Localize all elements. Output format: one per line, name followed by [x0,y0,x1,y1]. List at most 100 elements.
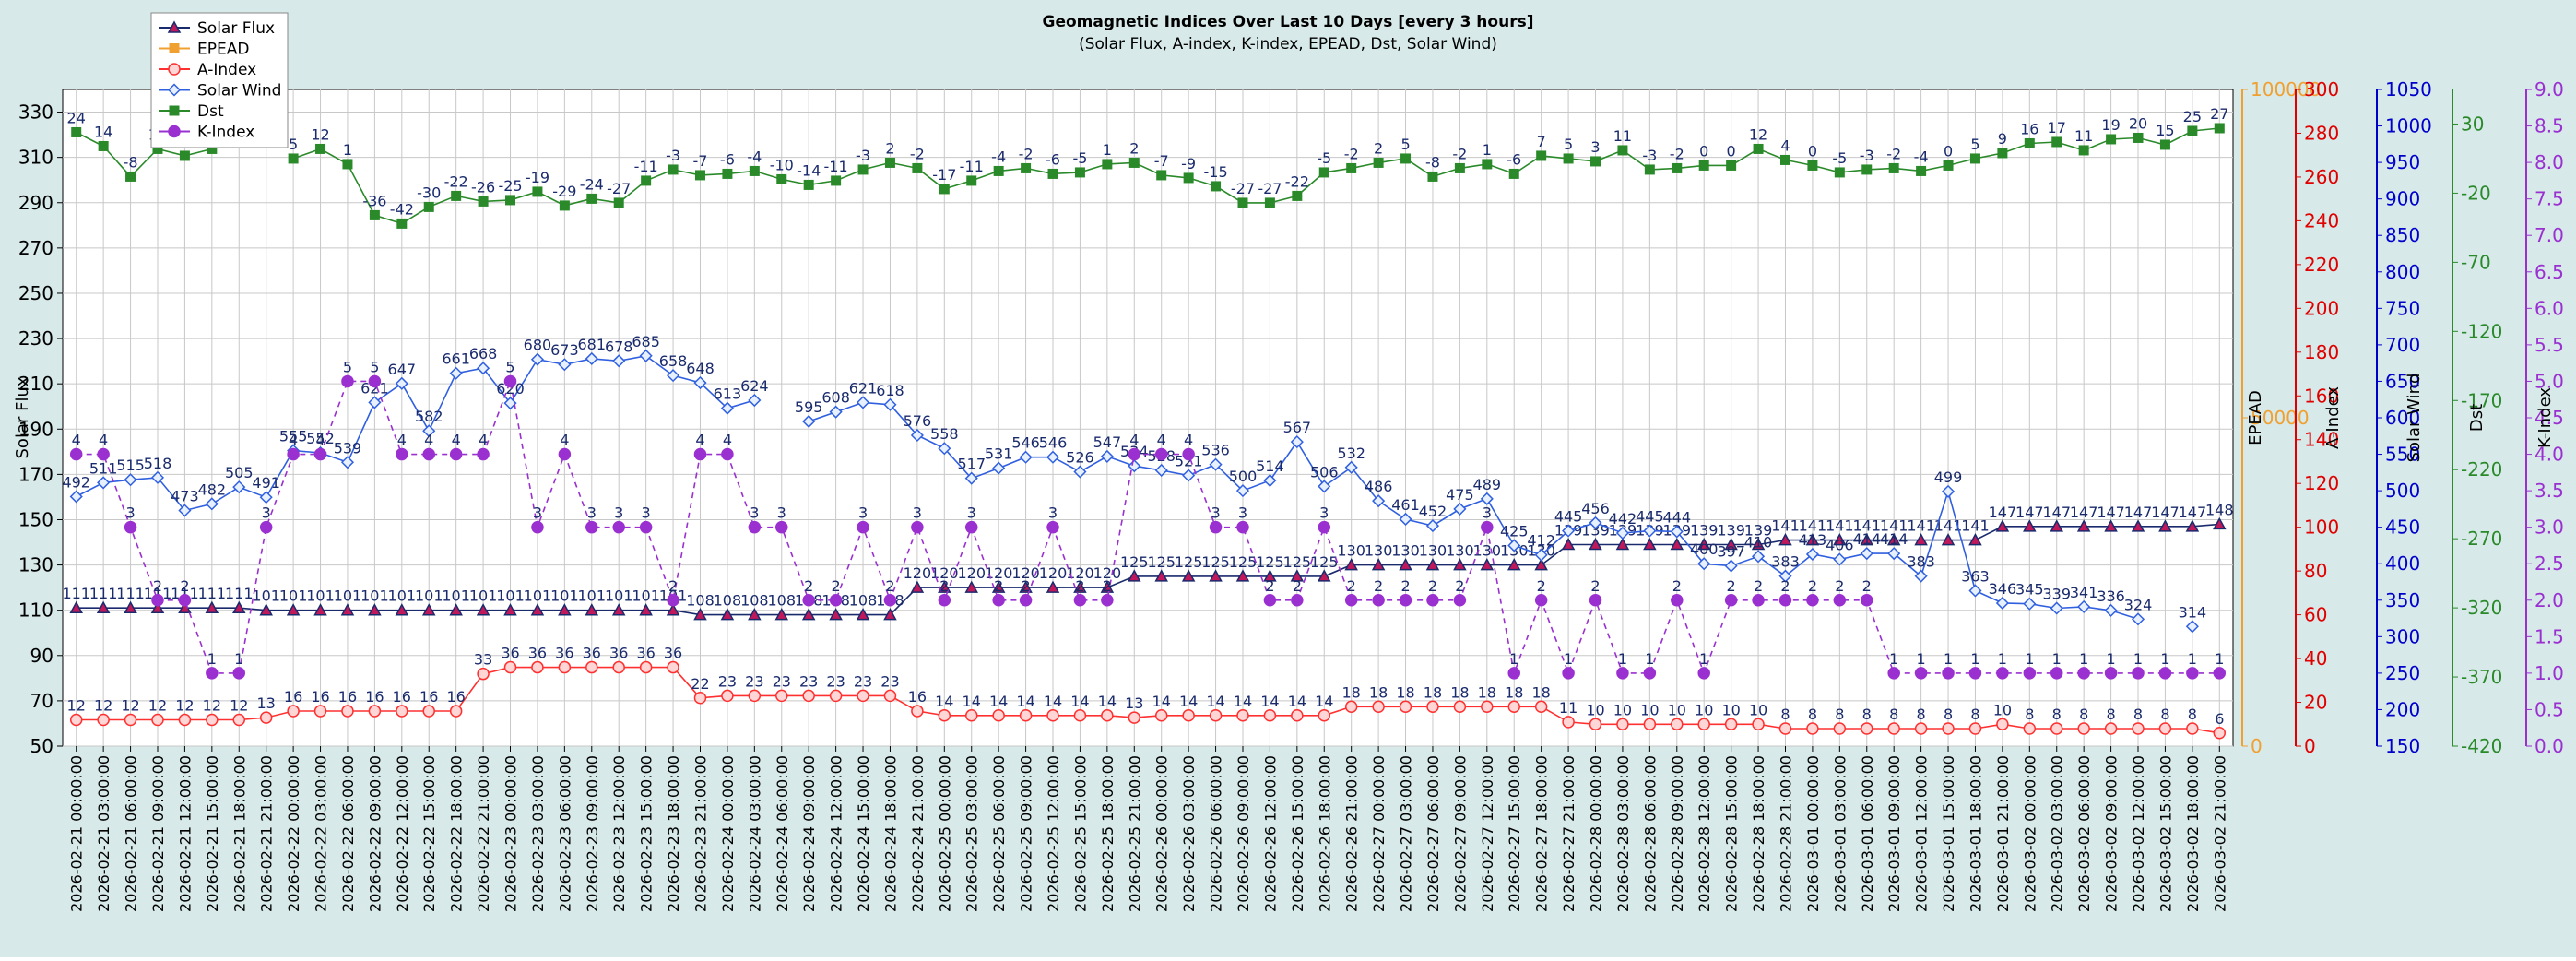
data-label-solar-flux: 125 [1120,553,1149,571]
tick-label-kidx: 9.0 [2535,78,2564,101]
data-label-a-index: 8 [1889,706,1898,723]
data-point-solar-wind [69,490,83,504]
data-point-solar-flux [1344,558,1358,571]
tick-label-wind: 800 [2385,261,2420,283]
data-label-a-index: 10 [1721,701,1740,718]
x-tick-label: 2026-02-26 21:00:00 [1343,755,1361,912]
data-label-solar-wind: 531 [985,445,1013,463]
data-label-dst: 12 [1749,125,1767,143]
data-point-solar-wind [530,352,544,366]
data-label-solar-flux: 108 [686,592,715,610]
data-point-solar-wind [1752,550,1766,564]
data-point-k-index [1996,667,2009,680]
data-label-solar-wind: 442 [1609,510,1637,528]
data-point-k-index [1481,520,1494,534]
data-label-dst: 27 [2210,105,2228,123]
data-point-solar-flux [2213,516,2227,530]
data-point-dst [2106,134,2117,145]
data-point-solar-flux [313,603,327,616]
data-label-solar-flux: 125 [1256,553,1284,571]
x-tick-label: 2026-02-22 03:00:00 [313,755,330,912]
data-point-solar-flux [1235,569,1250,582]
data-label-solar-flux: 108 [714,592,742,610]
data-point-k-index [1507,667,1520,680]
data-point-solar-flux [1615,537,1630,551]
data-point-solar-flux [1290,569,1305,582]
data-point-a-index [1752,718,1765,731]
data-point-k-index [2186,667,2199,680]
data-label-solar-flux: 125 [1283,553,1312,571]
data-label-solar-flux: 125 [1229,553,1258,571]
data-point-solar-flux [340,603,355,616]
data-point-solar-flux [1425,558,1440,571]
data-point-solar-wind [693,375,707,390]
data-point-dst [1373,157,1384,168]
tick-label-wind: 150 [2385,735,2420,757]
data-point-solar-wind [1941,484,1956,498]
data-point-a-index [422,705,435,718]
data-point-solar-wind [1615,526,1629,540]
data-point-a-index [531,660,544,674]
x-tick-label: 2026-03-02 06:00:00 [2075,755,2093,912]
data-label-a-index: 36 [609,645,628,662]
data-point-solar-flux [1046,580,1060,593]
x-tick-label: 2026-02-22 12:00:00 [394,755,411,912]
y-tick-label: 50 [30,735,53,757]
data-label-solar-wind: 489 [1473,476,1502,493]
data-point-k-index [1291,594,1304,607]
data-point-dst [1590,156,1601,167]
data-point-solar-flux [1453,558,1467,571]
data-label-solar-flux: 101 [578,587,607,605]
legend-label-epead: EPEAD [197,41,249,59]
data-point-solar-flux [1995,519,2010,532]
data-label-a-index: 6 [2215,710,2224,728]
tick-label-wind: 550 [2385,444,2420,466]
data-label-k-index: 1 [2215,650,2224,668]
data-point-a-index [1942,722,1955,735]
data-label-dst: -29 [552,183,576,200]
data-label-k-index: 2 [1835,577,1844,595]
data-label-k-index: 3 [1238,504,1247,522]
x-tick-label: 2026-02-26 12:00:00 [1261,755,1279,912]
data-label-dst: -3 [1642,147,1657,164]
data-point-dst [1807,160,1818,171]
data-point-a-index [287,705,300,718]
data-point-k-index [449,447,463,461]
data-label-solar-flux: 101 [388,587,417,605]
data-point-solar-flux [1805,533,1820,546]
data-point-k-index [775,520,788,534]
data-label-dst: 4 [1780,136,1790,154]
data-point-solar-wind [1344,460,1358,474]
data-label-a-index: 8 [1808,706,1817,723]
tick-label-epead: 0 [2251,735,2263,757]
data-point-solar-flux [666,603,680,616]
data-label-k-index: 3 [1483,504,1492,522]
data-point-dst [1888,162,1899,173]
data-point-solar-wind [1154,463,1168,478]
data-label-a-index: 10 [1668,701,1686,718]
data-point-k-index [1101,594,1114,607]
data-label-dst: -2 [1019,145,1034,162]
data-point-a-index [1101,709,1114,722]
data-label-k-index: 3 [587,504,597,522]
legend-label-a-index: A-Index [197,61,256,79]
data-point-solar-wind [1589,516,1602,529]
data-point-a-index [1914,722,1928,735]
data-point-solar-flux [639,603,653,616]
data-label-k-index: 4 [695,432,704,449]
data-point-a-index [368,705,382,718]
data-label-k-index: 4 [452,432,461,449]
data-point-solar-wind [1425,519,1440,533]
data-label-solar-flux: 147 [2124,504,2153,521]
x-tick-label: 2026-02-21 03:00:00 [95,755,112,912]
x-tick-label: 2026-03-01 00:00:00 [1804,755,1822,912]
data-point-solar-flux [476,603,490,616]
data-label-a-index: 14 [1070,693,1089,710]
series-dst: 2414-8127125121-36-42-30-22-26-25-19-29-… [67,105,2228,229]
data-point-dst [423,201,434,212]
data-label-solar-wind: 346 [1989,580,2017,598]
x-tick-label: 2026-02-25 15:00:00 [1071,755,1089,912]
data-point-dst [1644,164,1655,175]
tick-label-dst: -70 [2461,251,2491,273]
data-label-solar-wind: 668 [469,345,498,362]
